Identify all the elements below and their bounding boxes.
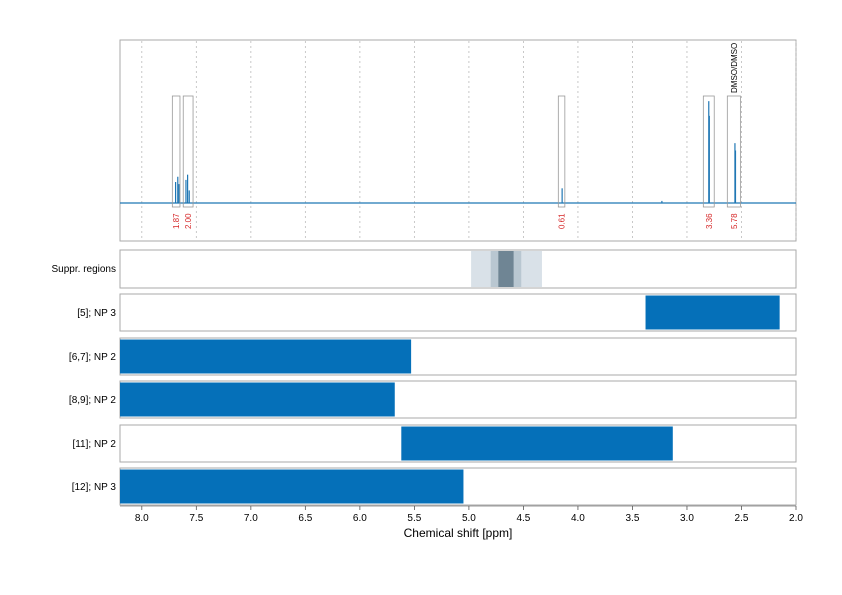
integration-box [171, 95, 181, 208]
x-axis: 8.0 7.5 7.0 6.5 6.0 5.5 5.0 4.5 4.0 3.5 3.0 2.5 2.0 [120, 505, 803, 524]
range-row-label: [8,9]; NP 2 [69, 395, 117, 406]
range-bar [401, 426, 673, 461]
range-bar [120, 382, 395, 417]
peak-annotation: DMSO/DMSO [730, 43, 739, 93]
x-tick-label: 3.5 [625, 513, 639, 524]
spectrum-grid [141, 41, 797, 240]
integration-label: 3.36 [705, 213, 714, 229]
integration-label: 0.61 [558, 213, 567, 229]
integration-box [557, 95, 566, 208]
x-tick-label: 7.0 [244, 513, 258, 524]
integration-box [182, 95, 194, 208]
x-tick-label: 3.0 [680, 513, 694, 524]
range-row: [6,7]; NP 2 [69, 337, 797, 376]
integration-box [702, 95, 715, 208]
x-tick-label: 6.5 [298, 513, 312, 524]
range-row: [11]; NP 2 [72, 424, 797, 463]
x-tick-label: 5.0 [462, 513, 476, 524]
range-bar [120, 469, 464, 504]
x-tick-label: 4.5 [516, 513, 530, 524]
range-row-label: [12]; NP 3 [72, 482, 117, 493]
spectrum-frame [119, 39, 797, 242]
suppressed-regions-frame [119, 249, 797, 289]
range-row: [5]; NP 3 [77, 293, 797, 332]
range-bar [120, 339, 412, 374]
integration-box [726, 95, 741, 208]
range-row-label: [11]; NP 2 [72, 439, 116, 450]
x-tick-label: 2.0 [789, 513, 803, 524]
range-bar [645, 295, 780, 330]
x-tick-label: 4.0 [571, 513, 585, 524]
suppressed-regions-label: Suppr. regions [52, 264, 117, 275]
range-row-label: [6,7]; NP 2 [69, 352, 117, 363]
integration-label: 5.78 [730, 213, 739, 229]
suppressed-regions-panel: Suppr. regions [52, 249, 797, 289]
x-axis-label: Chemical shift [ppm] [404, 526, 513, 540]
suppressed-band [498, 251, 514, 287]
suppressed-bands [471, 251, 542, 287]
x-tick-label: 2.5 [735, 513, 749, 524]
range-rows: [5]; NP 3 [6,7]; NP 2 [8,9]; NP 2 [11]; NP … [69, 293, 797, 506]
x-tick-label: 6.0 [353, 513, 367, 524]
range-row: [12]; NP 3 [72, 467, 797, 506]
integration-boxes [171, 95, 741, 208]
range-row: [8,9]; NP 2 [69, 380, 797, 419]
spectrum-panel: 1.87 2.00 0.61 3.36 5.78 DMSO/DMSO [119, 39, 797, 242]
integration-label: 1.87 [172, 213, 181, 229]
x-tick-label: 7.5 [189, 513, 203, 524]
integration-labels: 1.87 2.00 0.61 3.36 5.78 DMSO/DMSO [172, 43, 739, 229]
integration-label: 2.00 [184, 213, 193, 229]
x-tick-label: 5.5 [407, 513, 421, 524]
spectrum-peaks [175, 101, 737, 203]
x-tick-label: 8.0 [135, 513, 149, 524]
range-row-label: [5]; NP 3 [77, 308, 116, 319]
